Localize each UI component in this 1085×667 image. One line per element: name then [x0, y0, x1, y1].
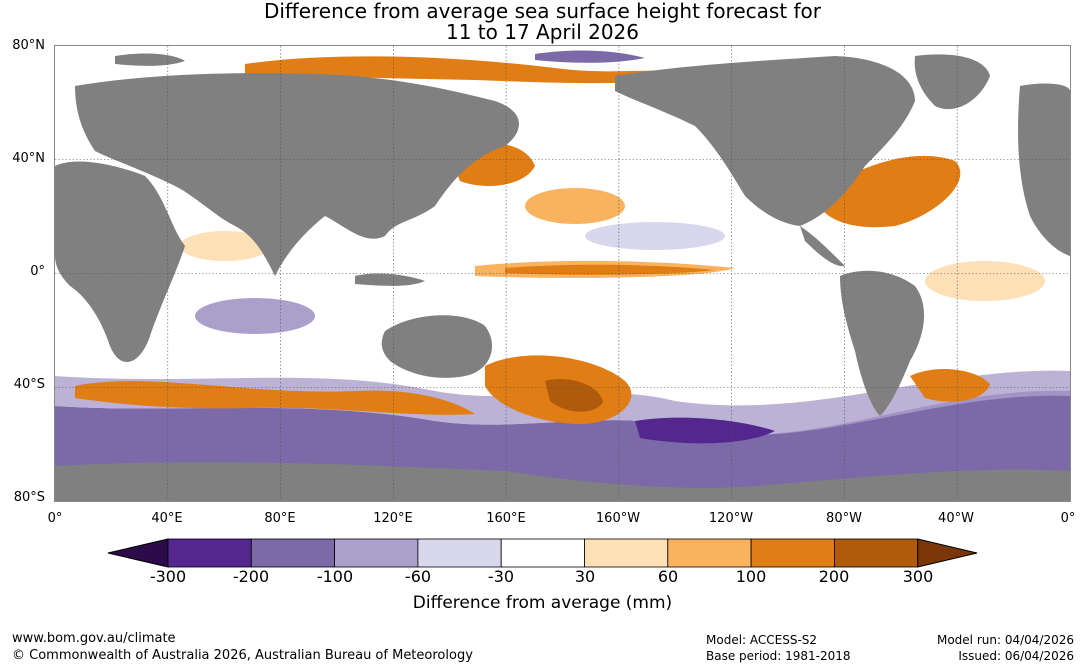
colorbar-tick-minus300: -300 — [149, 567, 187, 586]
colorbar-swatch-5 — [500, 538, 585, 568]
colorbar-swatch-4 — [417, 538, 502, 568]
lon-label-120e: 120°E — [373, 511, 413, 526]
lon-label-40e: 40°E — [151, 511, 183, 526]
equatorial-pacific-core — [505, 264, 715, 275]
chart-title-line1: Difference from average sea surface heig… — [263, 0, 822, 23]
colorbar-tick-200: 200 — [818, 567, 850, 586]
website-link[interactable]: www.bom.gov.au/climate — [12, 631, 176, 646]
antarctic-negative-core — [635, 417, 775, 444]
south-atlantic-positive-anomaly — [910, 369, 990, 402]
base-period: Base period: 1981-2018 — [706, 649, 851, 663]
colorbar-tick-minus100: -100 — [316, 567, 354, 586]
colorbar-swatch-9 — [834, 538, 919, 568]
north-pacific-orange-anomaly — [525, 188, 625, 224]
model-name: Model: ACCESS-S2 — [706, 633, 818, 647]
colorbar-above-max-arrow — [917, 538, 978, 568]
colorbar-swatch-2 — [250, 538, 336, 568]
lat-label-40n: 40°N — [12, 151, 45, 166]
lon-label-0: 0° — [47, 511, 63, 526]
lon-label-120w: 120°W — [708, 511, 754, 526]
colorbar-swatch-3 — [334, 538, 419, 568]
indian-purple-anomaly — [195, 298, 315, 334]
colorbar-below-min-arrow — [107, 538, 169, 568]
colorbar-tick-60: 60 — [657, 567, 679, 586]
graticule — [55, 46, 1070, 501]
indian-light-anomaly — [180, 231, 270, 261]
lon-label-0-right: 0° — [1060, 511, 1076, 526]
colorbar-swatch-7 — [667, 538, 752, 568]
map-canvas — [55, 46, 1070, 501]
colorbar-tick-300: 300 — [902, 567, 934, 586]
lat-label-0: 0° — [30, 264, 45, 279]
arctic-negative-anomaly — [535, 50, 645, 63]
colorbar-tick-minus200: -200 — [232, 567, 270, 586]
pacific-purple-anomaly — [585, 222, 725, 250]
lat-label-40s: 40°S — [13, 377, 45, 392]
colorbar-tick-minus30: -30 — [487, 567, 515, 586]
lon-label-80e: 80°E — [264, 511, 296, 526]
lon-label-160w: 160°W — [595, 511, 641, 526]
southern-indian-positive-band — [75, 381, 475, 415]
colorbar-swatch-1 — [167, 538, 252, 568]
copyright-notice: © Commonwealth of Australia 2026, Austra… — [12, 648, 473, 663]
model-run-date: Model run: 04/04/2026 — [936, 633, 1074, 647]
north-atlantic-positive-anomaly — [815, 155, 961, 228]
colorbar-tick-minus60: -60 — [404, 567, 432, 586]
colorbar-swatch-8 — [750, 538, 835, 568]
lat-label-80s: 80°S — [13, 490, 45, 505]
issued-date: Issued: 06/04/2026 — [958, 649, 1074, 663]
sea-surface-height-map — [54, 45, 1071, 502]
lat-label-80n: 80°N — [12, 38, 45, 53]
colorbar-swatch-6 — [584, 538, 669, 568]
colorbar-title: Difference from average (mm) — [412, 593, 673, 613]
lon-label-80w: 80°W — [826, 511, 862, 526]
colorbar-tick-100: 100 — [735, 567, 767, 586]
chart-title-line2: 11 to 17 April 2026 — [445, 20, 640, 44]
colorbar-tick-30: 30 — [574, 567, 596, 586]
atlantic-light-anomaly — [925, 261, 1045, 301]
lon-label-160e: 160°E — [486, 511, 526, 526]
lon-label-40w: 40°W — [938, 511, 974, 526]
